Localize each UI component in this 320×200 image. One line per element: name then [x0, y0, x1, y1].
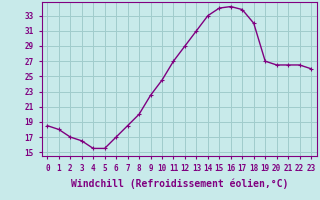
X-axis label: Windchill (Refroidissement éolien,°C): Windchill (Refroidissement éolien,°C) [70, 178, 288, 189]
